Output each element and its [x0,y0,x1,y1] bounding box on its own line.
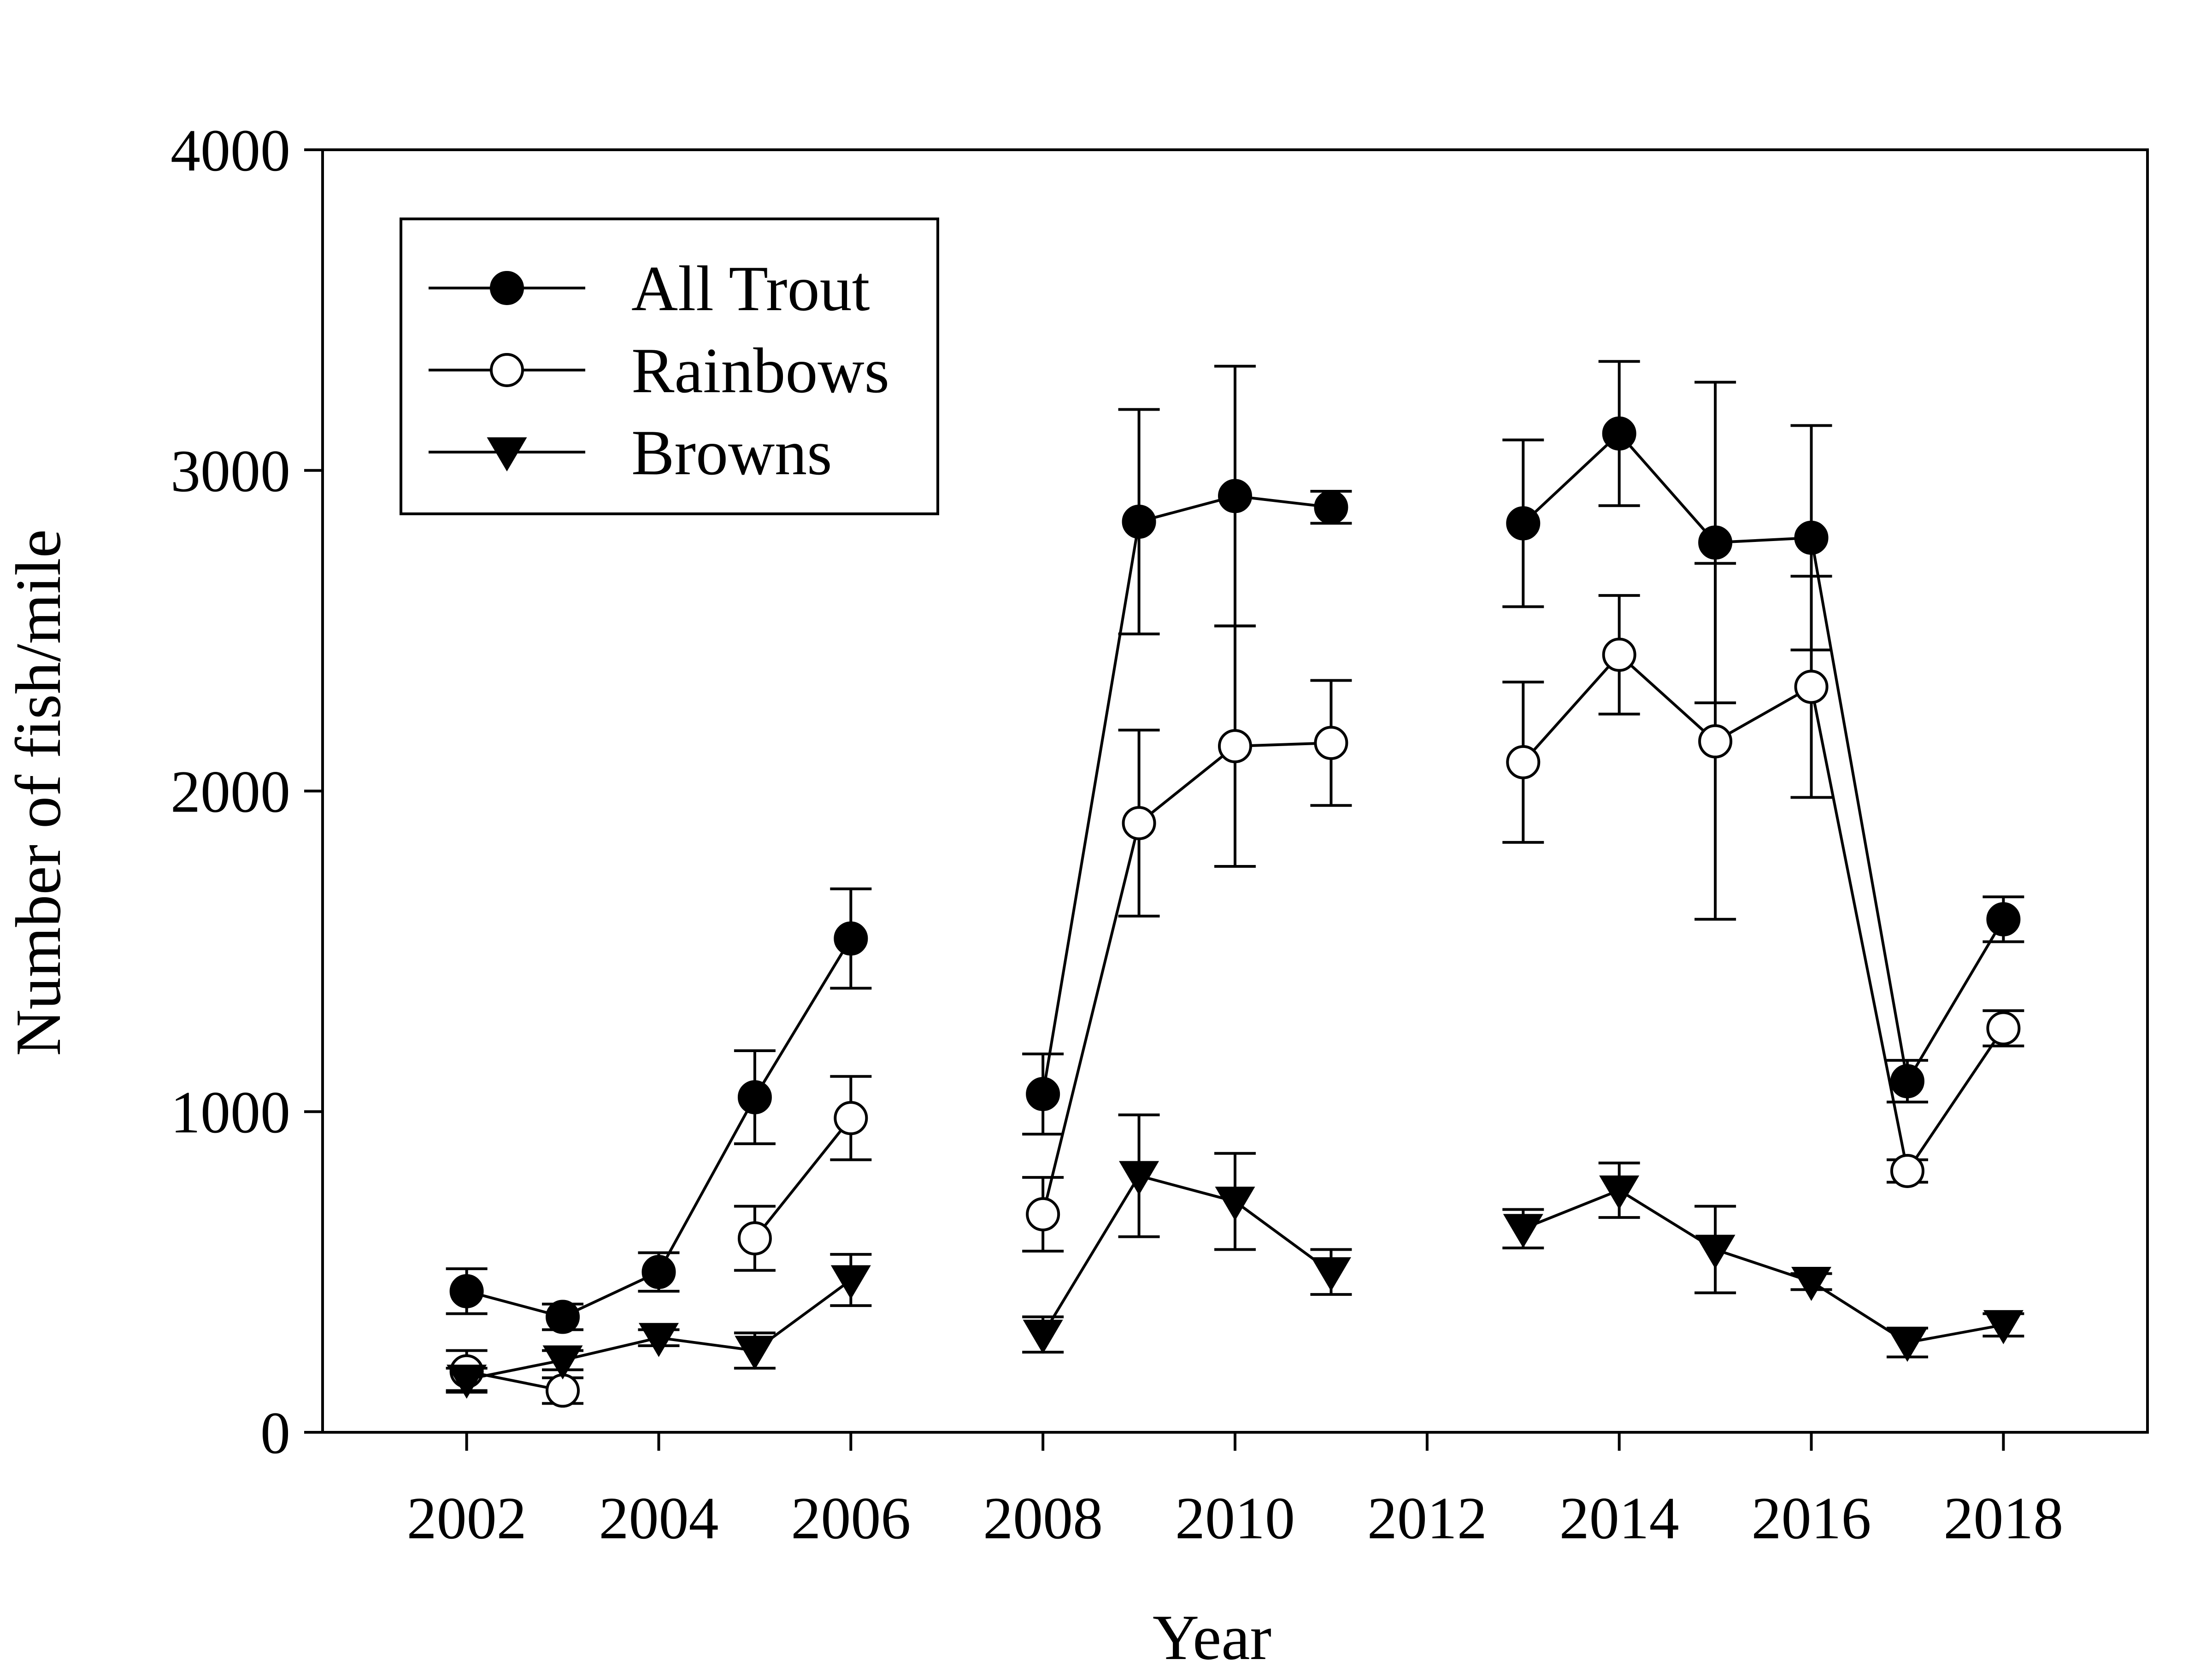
data-point-rainbows [1026,1197,1060,1231]
series-line-browns [1041,1174,1332,1336]
legend-item-rainbows: Rainbows [429,335,889,406]
plot-area [446,360,2024,1408]
data-point-all-trout [1314,490,1348,524]
data-point-browns [1311,1257,1351,1292]
x-tick-label: 2012 [1367,1485,1487,1552]
series-line-rainbows [1522,653,2005,1175]
legend-label: Browns [631,417,832,488]
data-point-rainbows [1218,729,1252,764]
x-tick-label: 2014 [1559,1485,1679,1552]
y-tick-label: 3000 [171,438,290,505]
data-point-browns [735,1336,775,1370]
data-point-browns [542,1345,583,1380]
data-point-browns [1695,1235,1735,1269]
legend-label: All Trout [631,253,870,324]
data-point-all-trout [449,1274,484,1308]
y-tick-label: 2000 [171,759,290,825]
x-tick-label: 2006 [791,1485,911,1552]
data-point-all-trout [737,1080,772,1114]
series-browns [446,1113,2024,1399]
data-point-browns [638,1323,679,1357]
data-point-all-trout [1602,416,1636,451]
data-point-rainbows [1602,637,1636,672]
legend-marker-all-trout [490,271,524,305]
data-point-all-trout [834,921,868,956]
data-point-browns [1023,1319,1063,1354]
data-point-all-trout [1218,479,1252,513]
x-tick-label: 2010 [1175,1485,1295,1552]
data-point-browns [1791,1266,1832,1301]
data-point-rainbows [834,1101,868,1136]
data-point-rainbows [1986,1011,2021,1046]
data-point-browns [1887,1328,1928,1362]
series-rainbows [446,562,2024,1408]
data-point-all-trout [546,1300,580,1334]
data-point-rainbows [1794,670,1829,704]
data-point-browns [1119,1161,1159,1195]
data-point-rainbows [737,1221,772,1256]
data-point-rainbows [1506,745,1541,779]
data-point-all-trout [1698,525,1733,560]
data-point-rainbows [1698,724,1733,759]
data-point-rainbows [1314,726,1348,760]
y-tick-label: 4000 [171,118,290,184]
data-point-browns [447,1365,487,1399]
data-point-all-trout [1026,1077,1060,1111]
data-point-all-trout [1794,520,1829,555]
series-line-all-trout [1522,431,2005,1085]
x-axis-title: Year [1153,1602,1271,1673]
data-point-browns [1599,1175,1640,1210]
series-all-trout [446,360,2024,1334]
axes: 0 1000 2000 3000 4000 2002 2004 2006 2008 2010 201… [171,118,2149,1552]
y-axis-title: Number of fish/mile [3,529,74,1056]
data-point-all-trout [1890,1064,1924,1099]
data-point-all-trout [1986,902,2021,936]
series-line-rainbows [1041,741,1331,1215]
data-point-rainbows [1890,1153,1924,1188]
legend-marker-browns [487,437,527,471]
data-point-browns [830,1265,871,1300]
data-point-all-trout [1506,506,1541,541]
legend: All Trout Rainbows Browns [400,218,939,515]
legend-item-browns: Browns [429,417,832,488]
x-tick-label: 2008 [983,1485,1103,1552]
data-point-all-trout [641,1255,676,1289]
data-point-all-trout [1122,505,1156,539]
y-tick-label: 1000 [171,1079,290,1146]
series-line-all-trout [1041,494,1331,1094]
series-line-rainbows [753,1117,852,1239]
legend-marker-rainbows [490,353,524,387]
legend-label: Rainbows [631,335,889,406]
x-tick-label: 2002 [407,1485,527,1552]
data-point-browns [1215,1187,1255,1221]
x-tick-label: 2004 [599,1485,718,1552]
data-point-browns [1503,1214,1543,1248]
data-point-browns [1983,1310,2024,1344]
data-point-rainbows [546,1373,580,1408]
data-point-rainbows [1122,806,1156,841]
series-line-browns [1523,1189,2004,1344]
y-tick-label: 0 [260,1400,290,1466]
x-tick-label: 2018 [1943,1485,2063,1552]
x-tick-label: 2016 [1752,1485,1871,1552]
legend-item-all-trout: All Trout [429,253,870,324]
